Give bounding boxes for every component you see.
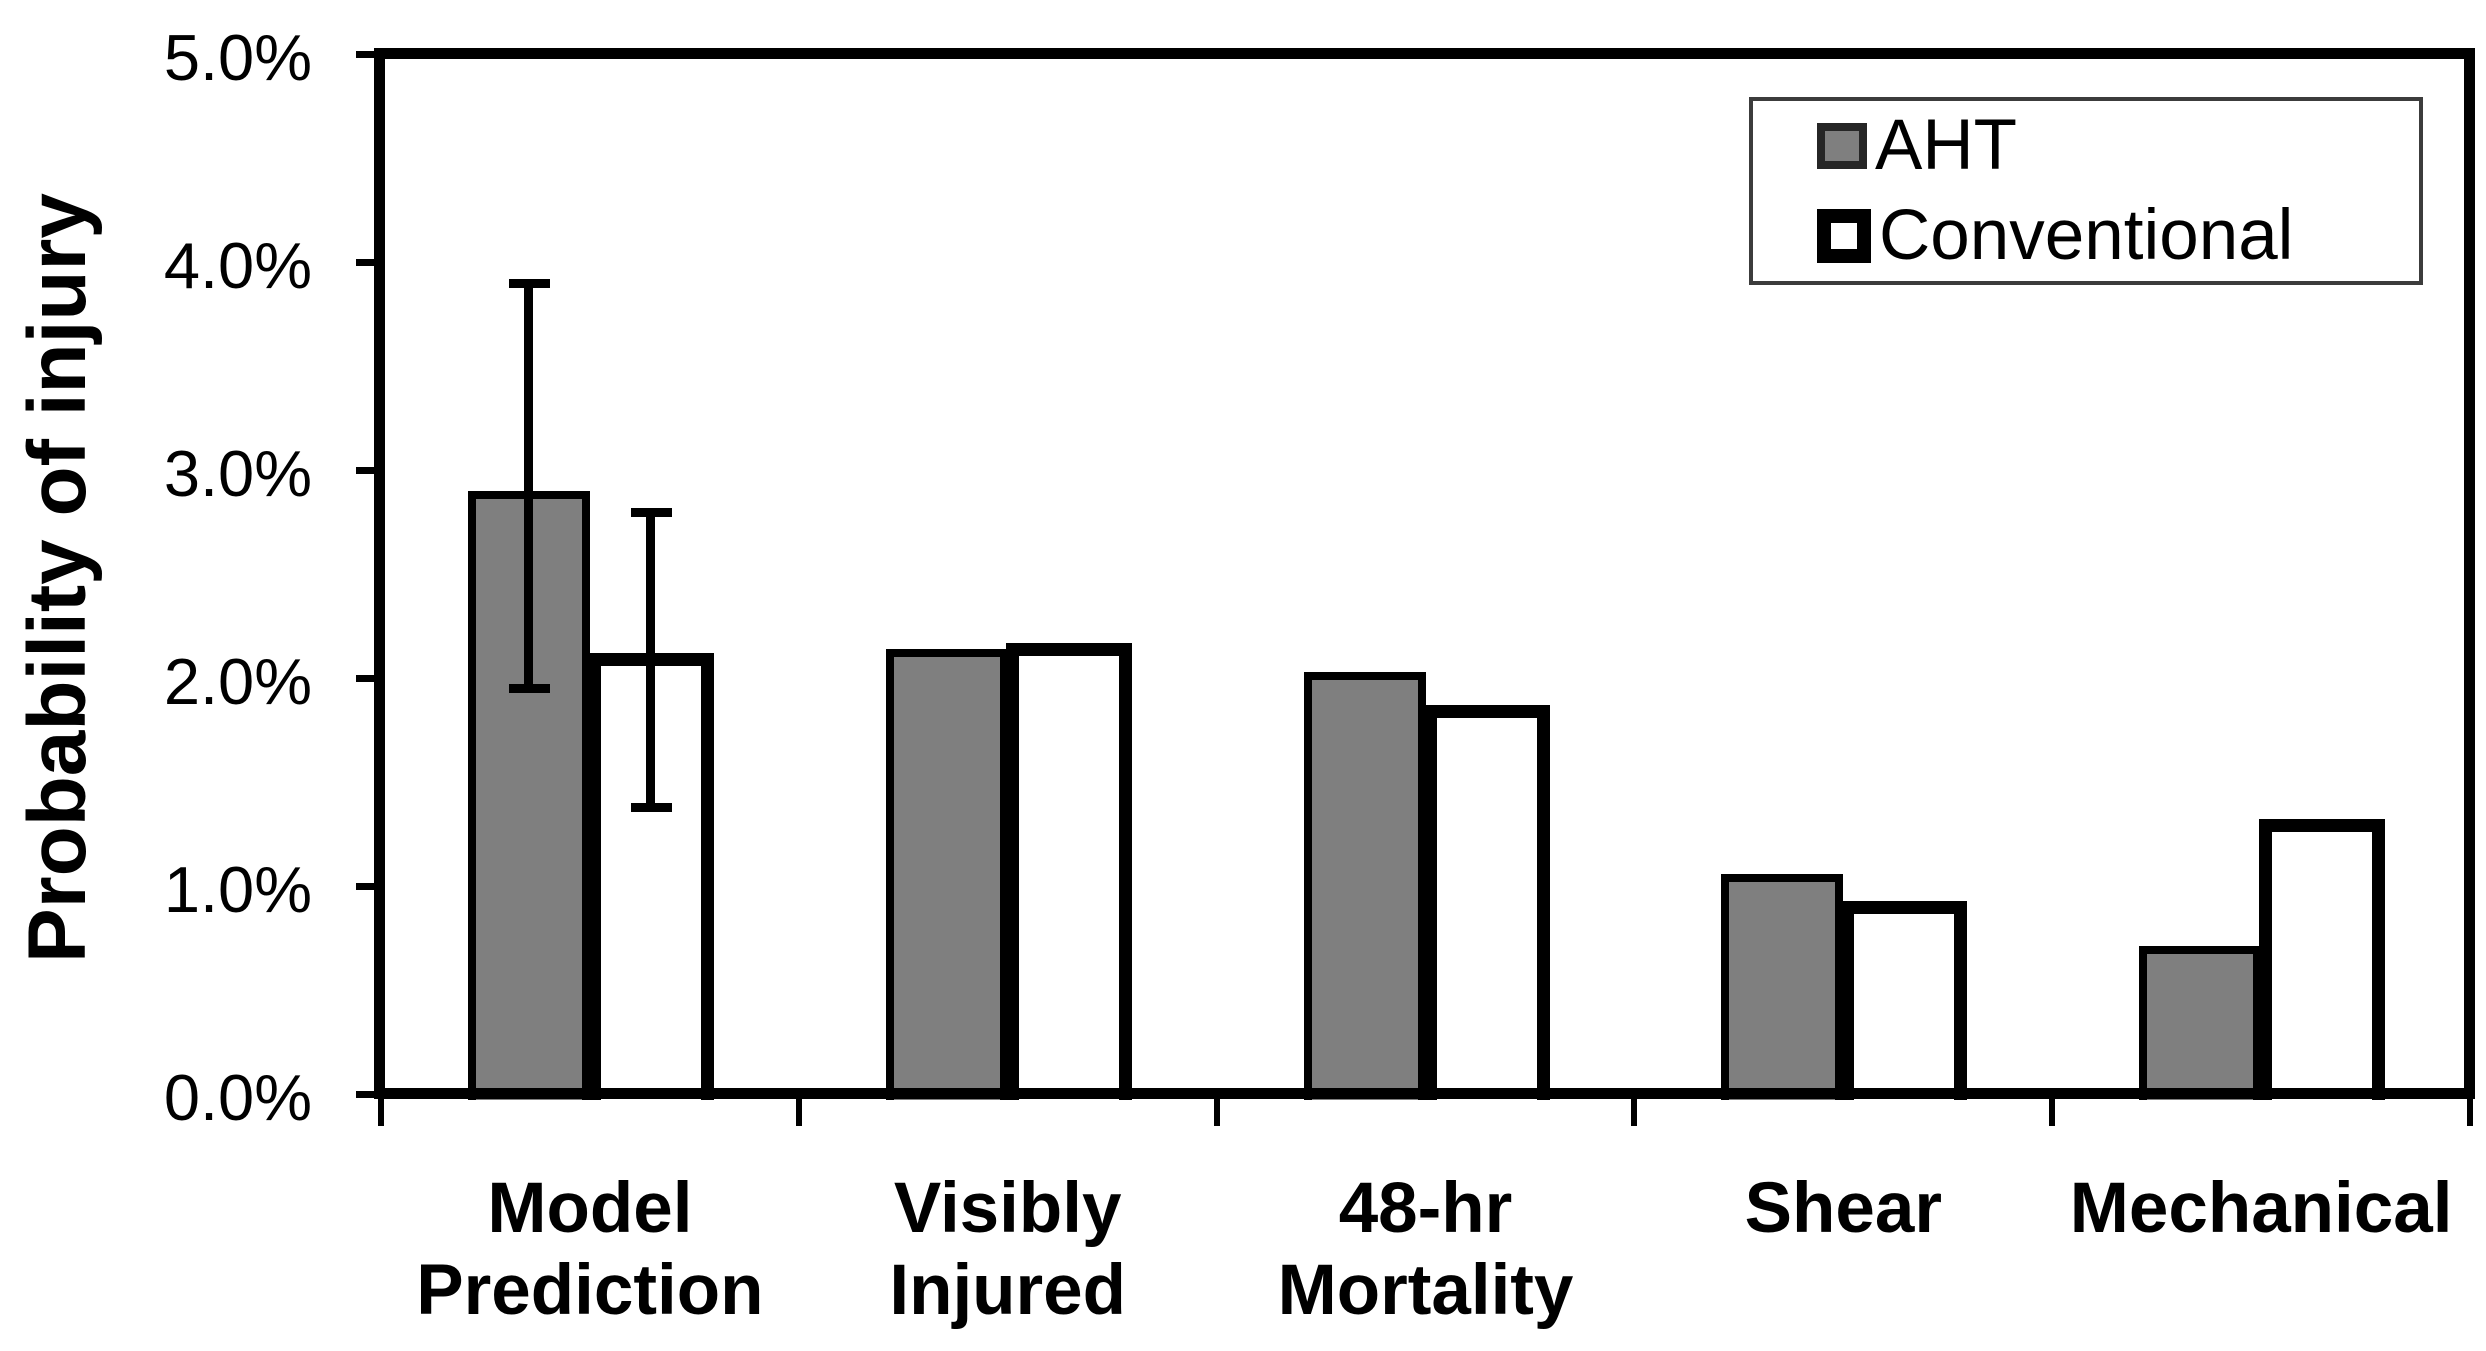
category-label-line-48-hr-mortality-2: Mortality xyxy=(1277,1251,1574,1330)
x-tick-boundary-1 xyxy=(795,1099,802,1126)
bar-aht-shear xyxy=(1721,873,1844,1100)
bar-aht-mechanical xyxy=(2139,946,2262,1100)
bar-conventional-mechanical xyxy=(2259,819,2386,1100)
error-bar-cap-bottom-conventional-model-prediction xyxy=(630,802,672,812)
category-label-line-48-hr-mortality-1: 48-hr xyxy=(1338,1169,1513,1248)
x-tick-boundary-0 xyxy=(378,1099,384,1126)
category-label-line-model-prediction-1: Model xyxy=(487,1169,693,1248)
y-tick-4-0- xyxy=(356,259,381,266)
legend-label-conventional: Conventional xyxy=(1879,196,2294,275)
y-tick-2-0- xyxy=(356,675,381,682)
x-tick-boundary-4 xyxy=(2049,1099,2056,1126)
category-label-48-hr-mortality: 48-hr Mortality xyxy=(1186,1168,1666,1332)
category-label-visibly-injured: Visibly Injured xyxy=(768,1168,1248,1332)
y-tick-label-1-0-: 1.0% xyxy=(163,853,312,926)
legend-swatch-conventional-icon xyxy=(1817,209,1871,263)
bar-conventional-48-hr-mortality xyxy=(1423,705,1550,1100)
y-tick-0-0- xyxy=(356,1091,381,1098)
y-tick-label-5-0-: 5.0% xyxy=(163,21,312,94)
legend-swatch-aht-icon xyxy=(1817,123,1867,169)
category-label-line-mechanical-1: Mechanical xyxy=(2069,1169,2453,1248)
category-label-shear: Shear xyxy=(1603,1168,2083,1250)
y-tick-label-2-0-: 2.0% xyxy=(163,645,312,718)
legend-item-aht: AHT xyxy=(1753,101,2419,191)
bar-conventional-visibly-injured xyxy=(1005,642,1132,1100)
category-label-mechanical: Mechanical xyxy=(2021,1168,2486,1250)
legend: AHT Conventional xyxy=(1749,97,2423,285)
x-tick-boundary-5 xyxy=(2467,1099,2473,1126)
x-tick-boundary-3 xyxy=(1631,1099,1638,1126)
error-bar-cap-top-conventional-model-prediction xyxy=(630,507,672,517)
category-label-line-visibly-injured-2: Injured xyxy=(889,1251,1127,1330)
error-bar-line-aht-model-prediction xyxy=(524,282,534,689)
y-tick-label-4-0-: 4.0% xyxy=(163,229,312,302)
y-tick-label-3-0-: 3.0% xyxy=(163,437,312,510)
y-tick-1-0- xyxy=(356,883,381,890)
category-label-line-model-prediction-2: Prediction xyxy=(416,1251,764,1330)
bar-aht-48-hr-mortality xyxy=(1303,671,1426,1100)
category-label-line-shear-1: Shear xyxy=(1744,1169,1942,1248)
y-tick-label-0-0-: 0.0% xyxy=(163,1061,312,1134)
y-tick-3-0- xyxy=(356,467,381,474)
error-bar-cap-bottom-aht-model-prediction xyxy=(508,684,550,694)
legend-label-aht: AHT xyxy=(1875,106,2017,185)
bar-conventional-shear xyxy=(1841,900,1968,1100)
error-bar-line-conventional-model-prediction xyxy=(646,511,656,807)
x-tick-boundary-2 xyxy=(1213,1099,1220,1126)
category-label-line-visibly-injured-1: Visibly xyxy=(893,1169,1122,1248)
bar-aht-visibly-injured xyxy=(885,648,1008,1100)
y-tick-5-0- xyxy=(356,51,381,58)
legend-item-conventional: Conventional xyxy=(1753,191,2419,281)
error-bar-cap-top-aht-model-prediction xyxy=(508,278,550,288)
category-label-model-prediction: Model Prediction xyxy=(350,1168,830,1332)
